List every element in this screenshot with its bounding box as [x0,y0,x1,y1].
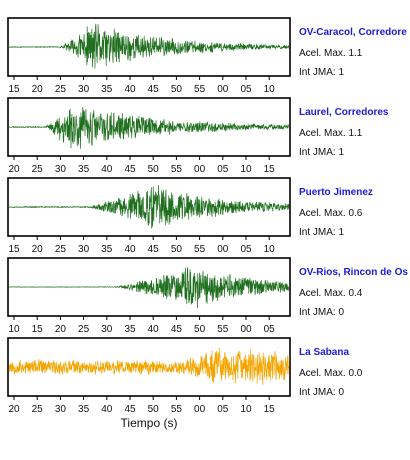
x-tick-label: 35 [124,324,136,335]
jma-intensity: Int JMA: 1 [299,227,344,238]
waveform-trace [9,185,290,229]
x-tick-label: 00 [217,244,229,255]
x-tick-label: 45 [124,404,136,415]
x-tick-label: 35 [78,404,90,415]
x-tick-label: 50 [171,244,183,255]
x-tick-label: 45 [148,84,160,95]
station-name: Laurel, Corredores [299,107,389,118]
max-acceleration: Acel. Max. 1.1 [299,48,363,59]
x-tick-label: 05 [240,244,252,255]
x-tick-label: 25 [55,244,67,255]
max-acceleration: Acel. Max. 0.6 [299,208,363,219]
x-tick-label: 50 [171,84,183,95]
x-tick-label: 10 [8,324,20,335]
x-tick-label: 25 [78,324,90,335]
max-acceleration: Acel. Max. 1.1 [299,128,363,139]
station-name: OV-Rios, Rincon de Os [299,267,408,278]
x-tick-label: 15 [264,404,276,415]
x-tick-label: 20 [32,244,44,255]
jma-intensity: Int JMA: 1 [299,67,344,78]
jma-intensity: Int JMA: 0 [299,387,344,398]
x-tick-label: 10 [264,244,276,255]
x-tick-label: 20 [8,404,20,415]
panel-5: 20 25 30 35 40 45 50 55 00 05 10 15 La Sabana Acel. M… [7,337,363,415]
x-tick-label: 55 [194,84,206,95]
max-acceleration: Acel. Max. 0.4 [299,288,363,299]
x-tick-label: 40 [124,244,136,255]
x-tick-label: 15 [264,164,276,175]
x-tick-label: 05 [264,324,276,335]
waveform-trace [8,23,290,69]
panel-2: 20 25 30 35 40 45 50 55 00 05 10 15 Laurel, Corredor… [7,97,389,175]
x-tick-label: 45 [124,164,136,175]
x-tick-label: 00 [217,84,229,95]
x-tick-label: 30 [78,244,90,255]
x-tick-label: 50 [148,404,160,415]
x-tick-label: 55 [171,164,183,175]
x-tick-label: 30 [78,84,90,95]
waveform-trace [8,348,290,385]
x-tick-label: 55 [171,404,183,415]
panel-3: 15 20 25 30 35 40 45 50 55 00 05 10 Puerto Jimenez Ac… [7,177,373,255]
x-tick-label: 40 [148,324,160,335]
x-tick-label: 05 [217,404,229,415]
x-tick-label: 10 [240,404,252,415]
x-tick-label: 25 [32,164,44,175]
x-tick-label: 55 [194,244,206,255]
x-tick-label: 15 [8,244,20,255]
max-acceleration: Acel. Max. 0.0 [299,368,363,379]
panel-4: 10 15 20 25 30 35 40 45 50 55 00 05 OV-Rios, Rincon … [7,257,408,335]
x-tick-label: 35 [78,164,90,175]
x-tick-label: 35 [101,84,113,95]
x-tick-label: 25 [32,404,44,415]
x-tick-label: 10 [264,84,276,95]
x-tick-label: 40 [101,404,113,415]
jma-intensity: Int JMA: 0 [299,307,344,318]
x-tick-label: 40 [124,84,136,95]
x-axis-label: Tiempo (s) [121,416,178,430]
x-tick-label: 30 [55,404,67,415]
waveform-trace [8,267,290,309]
station-name: La Sabana [299,347,349,358]
jma-intensity: Int JMA: 1 [299,147,344,158]
station-name: OV-Caracol, Corredore [299,27,407,38]
panel-1: 15 20 25 30 35 40 45 50 55 00 05 10 OV-Caracol, Corr… [7,17,407,95]
x-tick-label: 25 [55,84,67,95]
x-tick-label: 05 [240,84,252,95]
x-tick-label: 20 [8,164,20,175]
x-tick-label: 00 [240,324,252,335]
x-tick-label: 55 [217,324,229,335]
panels-group: 15 20 25 30 35 40 45 50 55 00 05 10 OV-Caracol, Corr… [7,17,408,415]
station-name: Puerto Jimenez [299,187,373,198]
x-tick-label: 40 [101,164,113,175]
x-tick-label: 20 [55,324,67,335]
x-tick-label: 15 [8,84,20,95]
x-tick-label: 45 [171,324,183,335]
x-tick-label: 00 [194,404,206,415]
x-tick-label: 50 [148,164,160,175]
x-tick-label: 05 [217,164,229,175]
x-tick-label: 00 [194,164,206,175]
x-tick-label: 10 [240,164,252,175]
x-tick-label: 30 [55,164,67,175]
x-tick-label: 30 [101,324,113,335]
waveform-trace [8,107,290,149]
x-tick-label: 45 [148,244,160,255]
x-tick-label: 20 [32,84,44,95]
x-tick-label: 50 [194,324,206,335]
x-tick-label: 35 [101,244,113,255]
x-tick-label: 15 [32,324,44,335]
